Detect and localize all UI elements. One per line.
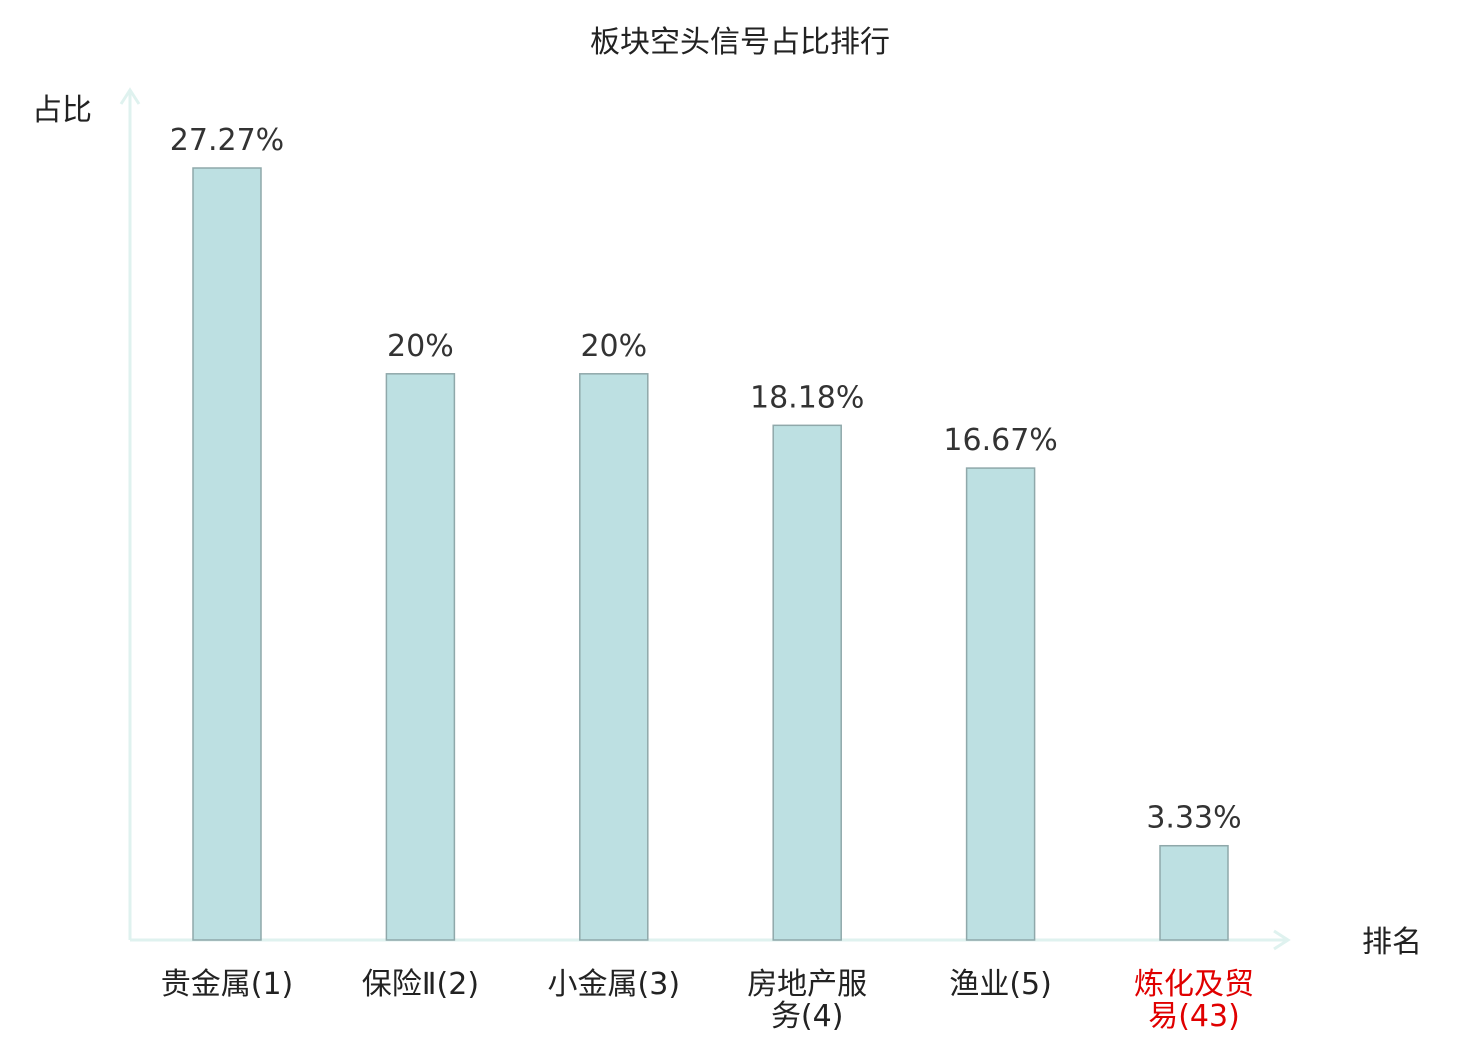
bar	[965, 467, 1036, 941]
bar-value-label: 27.27%	[170, 123, 284, 158]
axes	[119, 87, 1291, 951]
x-tick-label: 务(4)	[771, 999, 844, 1034]
bar	[385, 373, 456, 941]
bar-value-label: 16.67%	[943, 423, 1057, 458]
bar-value-label: 20%	[580, 329, 647, 364]
bar-value-label: 3.33%	[1146, 801, 1241, 836]
x-tick-label: 渔业(5)	[949, 967, 1052, 1002]
x-tick-label: 炼化及贸	[1134, 967, 1254, 1002]
bar-value-label: 18.18%	[750, 380, 864, 415]
bar	[192, 167, 262, 941]
bar	[1159, 844, 1229, 941]
value-labels-group: 27.27% 20% 20% 18.18% 16.67% 3.33%	[170, 123, 1242, 836]
y-axis-label: 占比	[32, 93, 92, 128]
x-tick-label: 保险Ⅱ(2)	[362, 967, 479, 1002]
bar-value-label: 20%	[387, 329, 454, 364]
x-tick-label: 贵金属(1)	[161, 967, 294, 1002]
x-tick-label: 房地产服	[747, 967, 867, 1002]
chart-title: 板块空头信号占比排行	[590, 25, 890, 60]
x-tick-label: 易(43)	[1148, 999, 1240, 1034]
bar	[579, 373, 649, 941]
bar	[772, 424, 842, 941]
bars-group	[192, 167, 1229, 941]
x-axis-label: 排名	[1362, 925, 1422, 960]
x-axis-arrow	[1273, 929, 1291, 951]
y-axis-arrow	[119, 87, 141, 105]
x-tick-label: 小金属(3)	[548, 967, 681, 1002]
